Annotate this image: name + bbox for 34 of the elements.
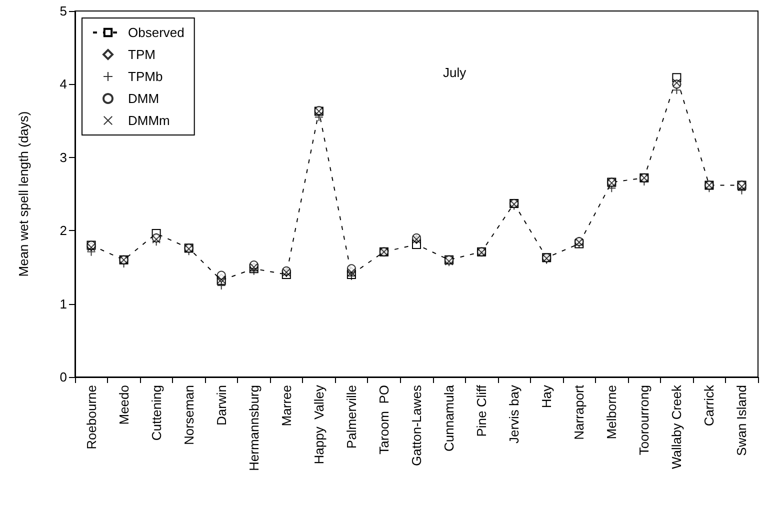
legend-label: DMM [128,91,160,106]
x-tick-label: Hermannsburg [246,385,262,471]
y-axis-title: Mean wet spell length (days) [16,111,31,277]
x-tick-label: Norseman [181,385,196,445]
y-tick-label: 0 [60,370,67,384]
x-tick-label: Roebourne [84,385,99,450]
x-tick-label: Carrick [702,384,717,426]
x-tick-label: Marree [278,385,294,426]
legend-label: TPMb [128,69,163,84]
annotation: July [443,65,467,80]
legend-label: Observed [128,25,184,40]
legend-label: TPM [128,47,156,62]
x-tick-label: Cunnamula [442,384,457,452]
x-tick-label: Happy Valley [311,384,326,464]
y-tick-label: 4 [60,76,67,92]
x-tick-label: Melborne [604,385,620,440]
x-tick-label: Taroom PO [376,385,392,454]
x-tick-label: Jervis bay [506,384,522,444]
x-tick-label: Toorourrong [636,385,652,456]
x-tick-label: Palmerville [344,385,359,449]
x-tick-label: Hay [539,384,554,408]
x-tick-label: Gatton-Lawes [409,384,424,466]
x-tick-label: Pine Cliff [474,384,490,437]
x-tick-label: Narraport [572,384,587,440]
y-tick-label: 5 [60,4,67,18]
y-tick-label: 1 [60,296,67,312]
legend-label: DMMm [128,113,170,128]
y-tick-label: 3 [60,150,67,165]
x-tick-label: Swan Island [734,385,750,456]
x-tick-label: Darwin [214,385,229,426]
x-tick-label: Cuttening [148,385,164,441]
x-tick-label: Wallaby Creek [669,384,684,470]
x-tick-label: Meedo [116,385,132,425]
y-tick-label: 2 [60,223,67,238]
